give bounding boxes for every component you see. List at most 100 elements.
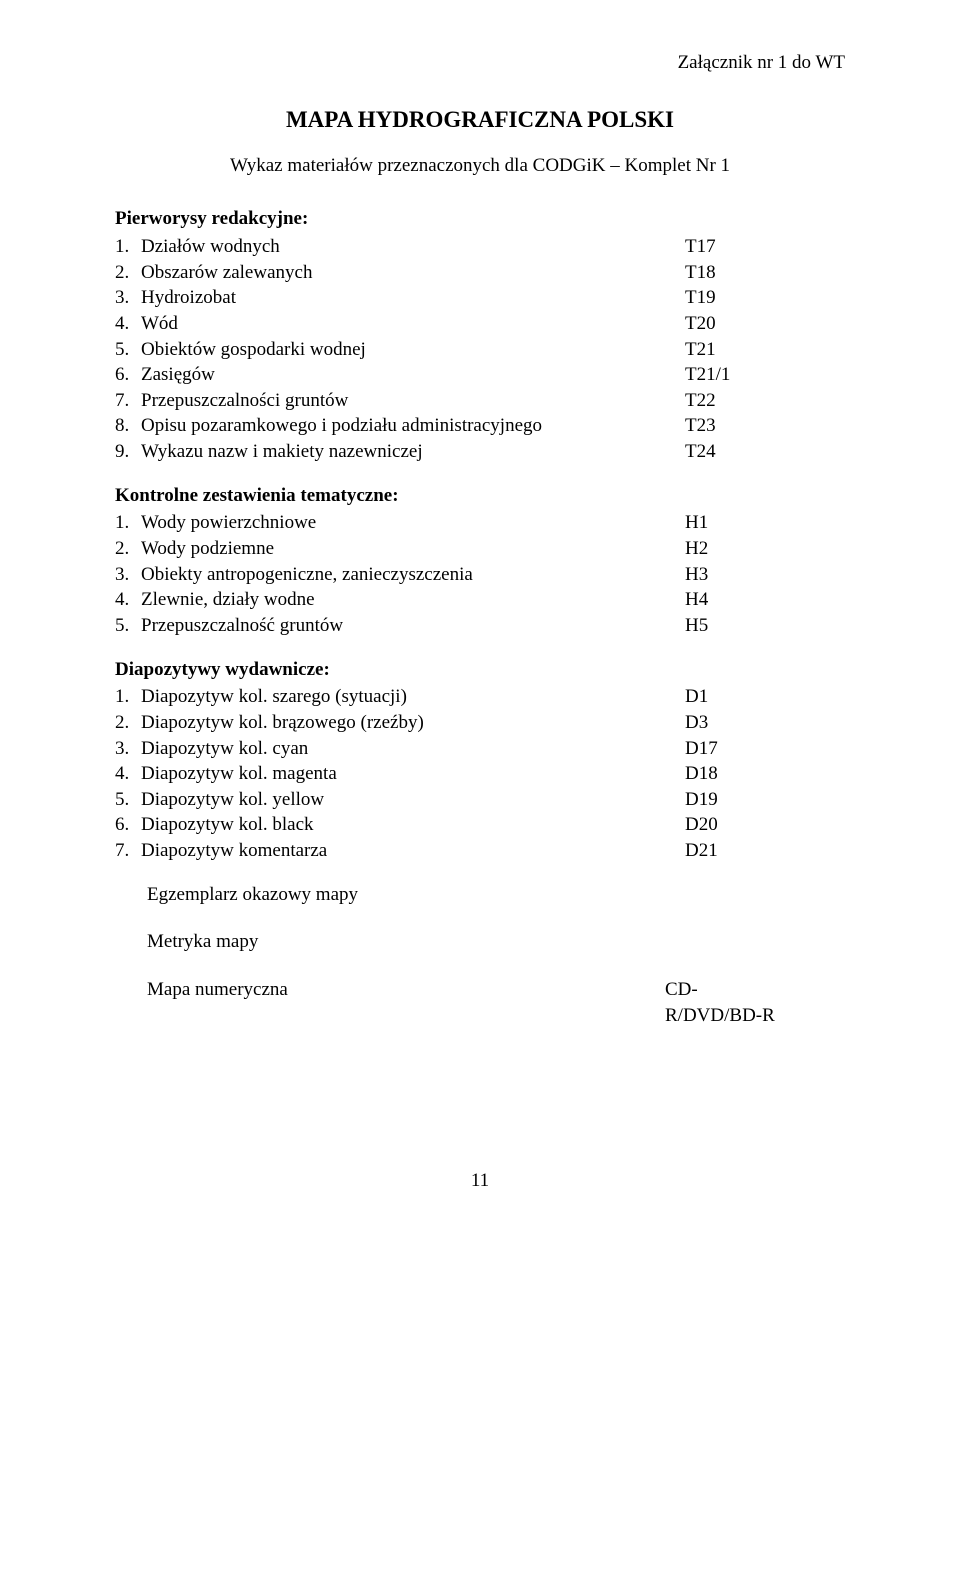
item-label: Wykazu nazw i makiety nazewniczej — [141, 439, 685, 465]
metryka-line: Metryka mapy — [147, 929, 845, 955]
list-item: 3.Obiekty antropogeniczne, zanieczyszcze… — [115, 562, 845, 588]
item-label: Przepuszczalności gruntów — [141, 388, 685, 414]
list-item: 1.Wody powierzchnioweH1 — [115, 510, 845, 536]
item-label: Wód — [141, 311, 685, 337]
item-label: Hydroizobat — [141, 285, 685, 311]
item-code: H5 — [685, 613, 845, 639]
mapa-numeryczna-row: Mapa numeryczna CD- R/DVD/BD-R — [115, 977, 845, 1028]
list-item: 1.Działów wodnychT17 — [115, 234, 845, 260]
item-number: 1. — [115, 684, 141, 710]
document-title: MAPA HYDROGRAFICZNA POLSKI — [115, 104, 845, 135]
item-code: H1 — [685, 510, 845, 536]
item-code: T19 — [685, 285, 845, 311]
item-label: Wody podziemne — [141, 536, 685, 562]
item-code: T23 — [685, 413, 845, 439]
item-label: Diapozytyw komentarza — [141, 838, 685, 864]
mapa-code-line1: CD- — [665, 977, 845, 1003]
mapa-code-line2: R/DVD/BD-R — [665, 1003, 845, 1029]
item-label: Diapozytyw kol. szarego (sytuacji) — [141, 684, 685, 710]
list-item: 5.Przepuszczalność gruntówH5 — [115, 613, 845, 639]
list-item: 3.HydroizobatT19 — [115, 285, 845, 311]
list-item: 2.Diapozytyw kol. brązowego (rzeźby)D3 — [115, 710, 845, 736]
item-label: Obiektów gospodarki wodnej — [141, 337, 685, 363]
item-label: Przepuszczalność gruntów — [141, 613, 685, 639]
section-heading-kontrolne: Kontrolne zestawienia tematyczne: — [115, 483, 845, 509]
item-number: 5. — [115, 613, 141, 639]
item-label: Diapozytyw kol. brązowego (rzeźby) — [141, 710, 685, 736]
item-number: 8. — [115, 413, 141, 439]
item-code: H2 — [685, 536, 845, 562]
item-number: 4. — [115, 587, 141, 613]
list-item: 1.Diapozytyw kol. szarego (sytuacji)D1 — [115, 684, 845, 710]
item-number: 7. — [115, 388, 141, 414]
item-code: T22 — [685, 388, 845, 414]
item-number: 7. — [115, 838, 141, 864]
item-number: 1. — [115, 234, 141, 260]
item-label: Działów wodnych — [141, 234, 685, 260]
item-code: D21 — [685, 838, 845, 864]
item-label: Wody powierzchniowe — [141, 510, 685, 536]
item-code: T18 — [685, 260, 845, 286]
list-item: 8.Opisu pozaramkowego i podziału adminis… — [115, 413, 845, 439]
item-label: Obiekty antropogeniczne, zanieczyszczeni… — [141, 562, 685, 588]
item-code: T17 — [685, 234, 845, 260]
section-diapozytywy: Diapozytywy wydawnicze: 1.Diapozytyw kol… — [115, 657, 845, 864]
section-kontrolne: Kontrolne zestawienia tematyczne: 1.Wody… — [115, 483, 845, 639]
section-pierworysy: Pierworysy redakcyjne: 1.Działów wodnych… — [115, 206, 845, 464]
item-code: H3 — [685, 562, 845, 588]
item-number: 5. — [115, 787, 141, 813]
list-item: 6.ZasięgówT21/1 — [115, 362, 845, 388]
list-item: 4.Zlewnie, działy wodneH4 — [115, 587, 845, 613]
egzemplarz-line: Egzemplarz okazowy mapy — [147, 882, 845, 908]
item-number: 5. — [115, 337, 141, 363]
list-item: 5.Obiektów gospodarki wodnejT21 — [115, 337, 845, 363]
item-number: 9. — [115, 439, 141, 465]
item-code: D1 — [685, 684, 845, 710]
item-label: Diapozytyw kol. magenta — [141, 761, 685, 787]
list-item: 9.Wykazu nazw i makiety nazewniczejT24 — [115, 439, 845, 465]
item-code: D20 — [685, 812, 845, 838]
item-code: T21/1 — [685, 362, 845, 388]
item-code: T21 — [685, 337, 845, 363]
item-code: T24 — [685, 439, 845, 465]
item-number: 2. — [115, 710, 141, 736]
section-heading-diapozytywy: Diapozytywy wydawnicze: — [115, 657, 845, 683]
item-code: H4 — [685, 587, 845, 613]
mapa-numeryczna-label: Mapa numeryczna — [147, 977, 665, 1028]
list-item: 4.WódT20 — [115, 311, 845, 337]
list-item: 2.Wody podziemneH2 — [115, 536, 845, 562]
extra-lines: Egzemplarz okazowy mapy Metryka mapy — [115, 882, 845, 955]
kontrolne-list: 1.Wody powierzchnioweH12.Wody podziemneH… — [115, 510, 845, 638]
item-number: 3. — [115, 285, 141, 311]
pierworysy-list: 1.Działów wodnychT172.Obszarów zalewanyc… — [115, 234, 845, 465]
item-label: Diapozytyw kol. yellow — [141, 787, 685, 813]
item-number: 2. — [115, 260, 141, 286]
page: Załącznik nr 1 do WT MAPA HYDROGRAFICZNA… — [0, 0, 960, 1234]
item-number: 4. — [115, 761, 141, 787]
list-item: 4.Diapozytyw kol. magentaD18 — [115, 761, 845, 787]
item-label: Diapozytyw kol. cyan — [141, 736, 685, 762]
list-item: 6.Diapozytyw kol. blackD20 — [115, 812, 845, 838]
list-item: 3.Diapozytyw kol. cyanD17 — [115, 736, 845, 762]
section-heading-pierworysy: Pierworysy redakcyjne: — [115, 206, 845, 232]
document-subtitle: Wykaz materiałów przeznaczonych dla CODG… — [115, 153, 845, 179]
item-code: T20 — [685, 311, 845, 337]
item-code: D18 — [685, 761, 845, 787]
item-number: 4. — [115, 311, 141, 337]
item-number: 3. — [115, 736, 141, 762]
item-number: 6. — [115, 812, 141, 838]
item-number: 2. — [115, 536, 141, 562]
item-label: Opisu pozaramkowego i podziału administr… — [141, 413, 685, 439]
item-number: 6. — [115, 362, 141, 388]
diapozytywy-list: 1.Diapozytyw kol. szarego (sytuacji)D12.… — [115, 684, 845, 863]
item-number: 3. — [115, 562, 141, 588]
item-code: D3 — [685, 710, 845, 736]
item-label: Zlewnie, działy wodne — [141, 587, 685, 613]
list-item: 5.Diapozytyw kol. yellowD19 — [115, 787, 845, 813]
item-label: Zasięgów — [141, 362, 685, 388]
item-label: Diapozytyw kol. black — [141, 812, 685, 838]
list-item: 7.Przepuszczalności gruntówT22 — [115, 388, 845, 414]
mapa-numeryczna-code: CD- R/DVD/BD-R — [665, 977, 845, 1028]
page-number: 11 — [115, 1168, 845, 1234]
attachment-header: Załącznik nr 1 do WT — [115, 50, 845, 76]
